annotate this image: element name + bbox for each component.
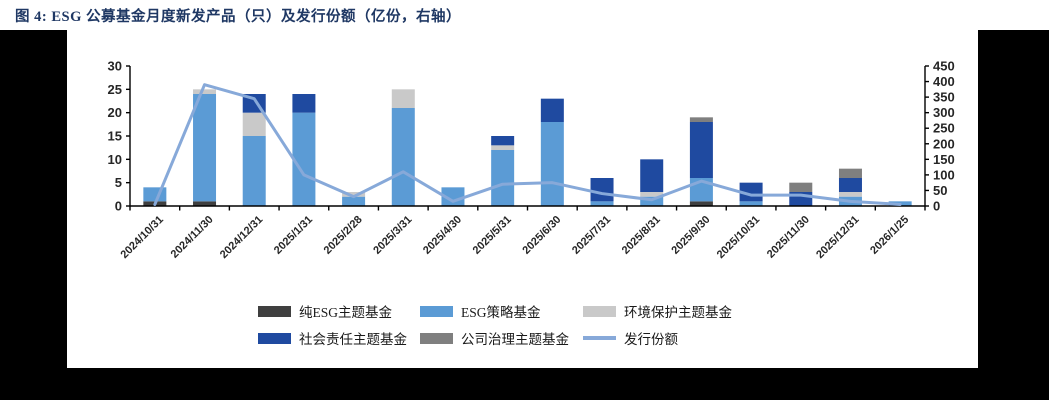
bar-segment [540,122,564,206]
figure-header: 图 4: ESG 公募基金月度新发产品（只）及发行份额（亿份，右轴） [0,0,1049,30]
left-axis-tick-label: 20 [108,105,122,120]
bar-segment [391,108,415,206]
bar-segment [689,201,713,206]
legend-label: 纯ESG主题基金 [299,305,393,320]
figure-title: 图 4: ESG 公募基金月度新发产品（只）及发行份额（亿份，右轴） [15,8,461,25]
bar-segment [789,182,813,192]
bar-segment [640,196,664,206]
bar-segment [689,122,713,178]
bar-segment [739,182,763,202]
left-axis-tick-label: 5 [115,175,122,190]
bar-segment [491,150,515,206]
chart-canvas: 0510152025300501001502002503003504004502… [108,59,955,262]
x-axis-tick-label: 2025/8/31 [620,214,663,257]
esg-strategy-swatch-icon [420,305,453,317]
x-axis-tick-label: 2025/9/30 [669,214,712,257]
chart-legend: 纯ESG主题基金 ESG策略基金 环境保护主题基金 社会责任主题基金 [67,298,978,362]
bar-segment [391,89,415,108]
bar-segment [640,192,664,197]
x-axis-tick-label: 2025/2/28 [322,214,365,257]
right-axis-tick-label: 100 [933,167,955,182]
issuance-line [153,83,902,206]
bar-segment [739,201,763,206]
left-axis-tick-label: 0 [115,199,122,214]
pure-esg-swatch-icon [258,305,291,317]
bar-segment [689,117,713,122]
bar-segment [193,94,217,202]
bar-segment [292,112,316,206]
x-axis-tick-label: 2024/10/31 [119,214,166,261]
bar-segment [838,192,862,197]
legend-label: 公司治理主题基金 [461,332,569,347]
legend-row-2: 社会责任主题基金 公司治理主题基金 发行份额 [67,329,978,347]
bar-segment [342,192,366,197]
right-axis-tick-label: 150 [933,152,955,167]
bar-segment [590,201,614,206]
x-axis-tick-label: 2025/6/30 [520,214,563,257]
bar-segment [838,178,862,192]
x-axis-tick-label: 2025/11/30 [765,214,812,261]
x-axis-tick-label: 2025/12/31 [814,214,861,261]
legend-label: 发行份额 [624,332,678,347]
legend-item-esg-strategy: ESG策略基金 [420,302,541,320]
bar-segment [342,196,366,206]
legend-row-1: 纯ESG主题基金 ESG策略基金 环境保护主题基金 [67,302,978,320]
x-axis-tick-label: 2025/1/31 [272,214,315,257]
bar-segment [640,159,664,192]
x-axis-tick-label: 2025/5/31 [471,214,514,257]
x-axis-tick-label: 2024/12/31 [218,214,265,261]
bar-segment [590,178,614,202]
right-axis-tick-label: 350 [933,90,955,105]
right-axis-tick-label: 250 [933,121,955,136]
x-axis-tick-label: 2026/1/25 [868,214,911,257]
legend-item-env-protection: 环境保护主题基金 [583,302,732,320]
bar-segment [491,136,515,146]
x-axis-tick-label: 2024/11/30 [169,214,216,261]
governance-swatch-icon [420,332,453,344]
bar-segment [193,89,217,94]
x-axis-tick-label: 2025/7/31 [570,214,613,257]
right-axis-tick-label: 450 [933,59,955,74]
bar-segment [292,94,316,113]
left-axis-tick-label: 15 [108,129,122,144]
bar-segment [143,187,167,202]
bar-segment [193,201,217,206]
legend-item-governance: 公司治理主题基金 [420,329,569,347]
bar-segment [441,187,465,206]
x-axis-tick-label: 2025/4/30 [421,214,464,257]
bar-segment [242,112,266,136]
right-axis-tick-label: 200 [933,136,955,151]
right-axis-tick-label: 0 [933,199,940,214]
legend-label: 社会责任主题基金 [299,332,407,347]
chart-panel: 0 5 10 15 20 25 30 0 50 100 150 200 250 300 350 400 450 2… [67,30,978,368]
legend-label: 环境保护主题基金 [624,305,732,320]
left-axis-tick-label: 25 [108,82,122,97]
bar-segment [242,136,266,206]
left-axis-tick-label: 30 [108,59,122,74]
right-axis-tick-label: 50 [933,183,947,198]
bar-segment [540,98,564,122]
env-protection-swatch-icon [583,305,616,317]
legend-item-pure-esg: 纯ESG主题基金 [258,302,392,320]
x-axis-tick-label: 2025/3/31 [371,214,414,257]
bar-segment [838,168,862,178]
legend-label: ESG策略基金 [461,305,541,320]
x-axis-tick-label: 2025/10/31 [715,214,762,261]
legend-item-issuance-line: 发行份额 [583,329,678,347]
legend-item-social-resp: 社会责任主题基金 [258,329,407,347]
social-resp-swatch-icon [258,332,291,344]
issuance-line-swatch-icon [583,336,616,340]
left-axis-tick-label: 10 [108,152,122,167]
right-axis-tick-label: 400 [933,74,955,89]
bar-segment [491,145,515,150]
right-axis-tick-label: 300 [933,105,955,120]
